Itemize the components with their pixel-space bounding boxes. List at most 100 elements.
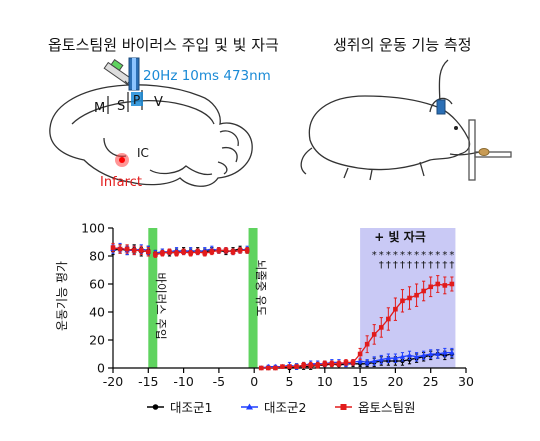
data-point [322,361,328,367]
y-tick-label: 20 [89,333,105,348]
significance-marker: * [428,250,433,261]
series-3 [110,242,455,371]
legend: 대조군1 대조군2 옵토스팀원 [147,400,416,415]
legend-item-optostim: 옵토스팀원 [335,400,416,415]
significance-marker: † [407,260,412,271]
data-point [138,248,144,253]
brain-illustration [49,84,253,187]
mouse-body [308,95,471,171]
x-tick-label: 20 [387,374,403,389]
data-point [386,316,391,322]
data-point [280,364,285,369]
data-point [449,281,455,287]
data-point [258,365,264,371]
cerebellum-folds [217,130,239,175]
optic-fiber-icon [128,57,140,91]
significance-marker: * [379,250,384,261]
y-tick-label: 60 [89,277,105,292]
data-point [174,250,179,256]
x-tick-label: 30 [458,374,474,389]
data-point [301,362,306,368]
significance-marker: † [435,260,440,271]
data-point [400,298,405,304]
significance-marker: † [449,260,454,271]
data-point [435,281,441,287]
region-label-s: S [117,99,125,114]
data-point [406,352,413,358]
data-point [336,361,342,367]
data-point [308,362,313,368]
infarct-icon [115,153,129,167]
mouse-illustration [300,59,481,181]
data-point [449,349,455,355]
significance-marker: * [393,250,398,261]
data-point [230,249,236,255]
data-point [378,356,384,362]
data-point [413,354,420,359]
svg-text:대조군1: 대조군1 [170,400,212,415]
data-point [442,283,448,288]
significance-marker: † [393,260,398,271]
significance-marker: † [414,260,419,271]
x-tick-label: -15 [138,374,158,389]
stim-label: + 빛 자극 [374,229,426,244]
data-point [393,306,398,312]
mouse-implant-icon [436,99,446,115]
significance-marker: * [449,250,454,261]
x-tick-label: -10 [173,374,193,389]
mouse-legs [343,161,425,181]
data-point [428,351,434,356]
ic-label: IC [137,146,149,160]
data-point [195,249,201,255]
reaching-apparatus [468,119,512,181]
data-point [237,248,243,253]
x-tick-label: -20 [103,374,123,389]
significance-marker: † [379,260,384,271]
data-point [378,325,384,330]
x-tick-label: 10 [317,374,333,389]
data-point [167,249,172,255]
significance-marker: * [442,250,447,261]
event-band-label: 바이러스 주입 [154,272,168,339]
y-tick-label: 0 [97,361,105,376]
data-point [414,292,419,298]
data-point [273,365,278,371]
data-point [350,360,356,365]
mouse-tail [300,147,313,175]
data-point [209,249,215,255]
significance-marker: † [428,260,433,271]
significance-marker: * [372,250,377,261]
data-point [357,358,363,363]
x-tick-label: -5 [213,374,225,389]
panel-title-right: 생쥐의 운동 기능 측정 [333,36,472,54]
event-band [148,228,158,368]
mouse-eye [454,126,458,130]
svg-text:대조군2: 대조군2 [264,400,306,415]
data-point [392,355,398,361]
data-point [343,360,349,365]
data-point [364,359,370,365]
x-tick-label: 0 [250,374,258,389]
data-point [315,362,321,368]
legend-item-control2: 대조군2 [241,400,306,415]
significance-marker: * [400,250,405,261]
data-point [407,295,412,301]
region-label-p: P [133,93,140,107]
data-point [188,250,193,256]
data-point [364,341,370,347]
y-tick-label: 40 [89,305,105,320]
data-point [202,250,208,256]
infarct-label: Infarct [100,175,142,190]
legend-item-control1: 대조군1 [147,400,212,415]
event-band [248,228,258,368]
data-point [110,245,116,250]
data-point [117,246,123,252]
region-label-v: V [154,95,163,110]
data-point [153,252,158,257]
data-point [131,248,137,253]
region-label-m: M [94,101,105,116]
data-point [442,349,448,355]
significance-marker: † [386,260,391,271]
significance-marker: † [421,260,426,271]
